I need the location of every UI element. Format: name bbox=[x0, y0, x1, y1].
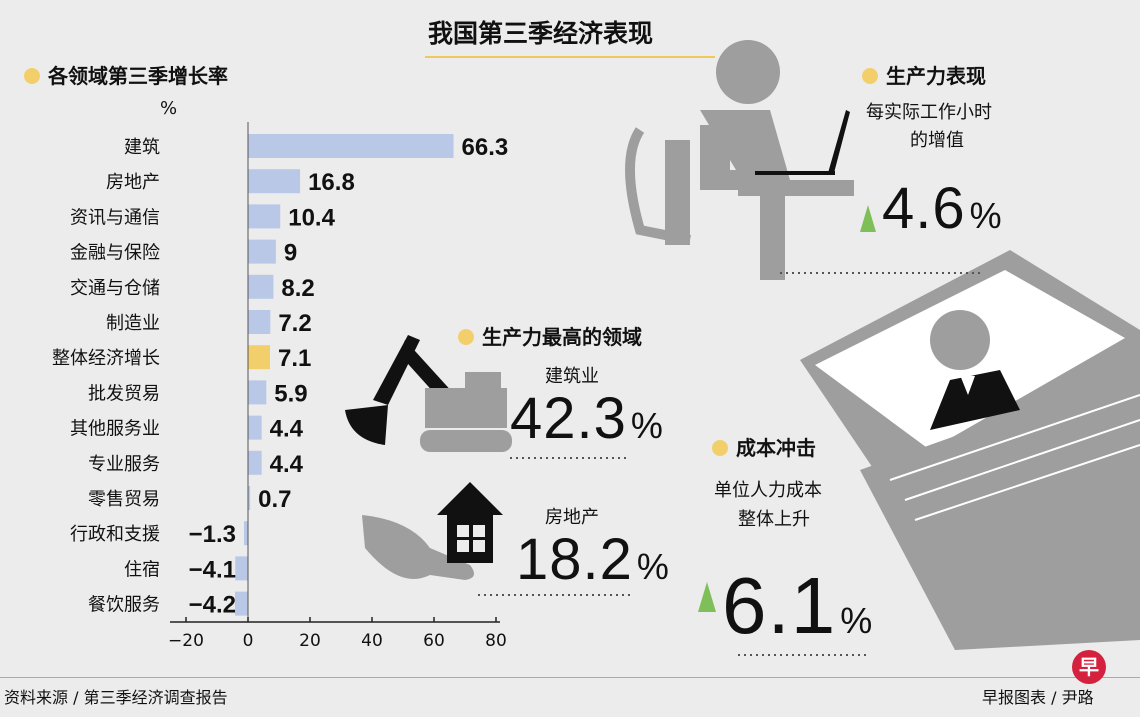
category-label: 专业服务 bbox=[88, 454, 160, 475]
top-sector-label-1: 建筑业 bbox=[545, 366, 599, 387]
credit-note: 早报图表 / 尹路 bbox=[982, 688, 1094, 707]
productivity-desc-line2: 的增值 bbox=[910, 130, 964, 151]
x-tick-label: −20 bbox=[168, 631, 204, 651]
bar bbox=[248, 134, 454, 158]
top-sector-unit-2: % bbox=[636, 546, 670, 587]
category-label: 建筑 bbox=[124, 137, 160, 158]
cost-desc-line1: 单位人力成本 bbox=[714, 480, 822, 501]
top-sector-value-1: 42.3% bbox=[510, 385, 664, 452]
cost-number: 6.1 bbox=[722, 561, 837, 650]
chart-unit: % bbox=[160, 98, 178, 119]
laptop-manager-icon bbox=[800, 250, 1140, 650]
cost-desc-line2: 整体上升 bbox=[738, 509, 810, 530]
category-label: 制造业 bbox=[106, 313, 160, 334]
value-label: 7.1 bbox=[278, 345, 311, 372]
productivity-heading: 生产力表现 bbox=[862, 60, 986, 89]
bar bbox=[248, 450, 262, 475]
value-label: 4.4 bbox=[270, 416, 304, 443]
value-label: 9 bbox=[284, 240, 297, 267]
cost-value: 6.1% bbox=[722, 560, 873, 652]
category-label: 其他服务业 bbox=[70, 419, 160, 440]
value-label: 0.7 bbox=[258, 486, 291, 513]
x-tick-label: 20 bbox=[299, 631, 321, 651]
publisher-logo: 早 bbox=[1072, 650, 1106, 684]
bar bbox=[248, 274, 274, 299]
category-label: 整体经济增长 bbox=[52, 348, 160, 369]
bar bbox=[243, 521, 248, 546]
value-label: 7.2 bbox=[278, 310, 311, 337]
x-tick-label: 40 bbox=[361, 631, 383, 651]
category-label: 金融与保险 bbox=[70, 243, 160, 264]
value-label: 10.4 bbox=[288, 204, 335, 231]
bar bbox=[248, 345, 271, 370]
chart-title: 各领域第三季增长率 bbox=[24, 60, 228, 89]
bar bbox=[248, 486, 251, 510]
value-label: 8.2 bbox=[281, 275, 314, 302]
category-label: 批发贸易 bbox=[88, 383, 160, 404]
hand-icon bbox=[362, 515, 474, 580]
value-label: 66.3 bbox=[462, 134, 509, 161]
x-tick-label: 80 bbox=[485, 631, 507, 651]
x-tick-label: 60 bbox=[423, 631, 445, 651]
category-label: 餐饮服务 bbox=[88, 595, 160, 616]
value-label: 16.8 bbox=[308, 169, 355, 196]
top-sectors-heading: 生产力最高的领域 bbox=[458, 321, 642, 350]
bar bbox=[248, 169, 301, 194]
category-label: 住宿 bbox=[124, 559, 160, 580]
bar bbox=[248, 310, 271, 334]
category-label: 房地产 bbox=[106, 172, 160, 193]
bar bbox=[248, 204, 281, 229]
cost-heading: 成本冲击 bbox=[712, 432, 816, 461]
growth-arrow-icon bbox=[698, 582, 716, 612]
category-label: 零售贸易 bbox=[88, 489, 160, 510]
top-sector-value-2: 18.2% bbox=[516, 526, 670, 593]
category-label: 行政和支援 bbox=[70, 524, 160, 545]
cost-unit: % bbox=[840, 600, 874, 641]
value-label: 5.9 bbox=[274, 380, 307, 407]
worker-at-laptop-icon bbox=[625, 40, 854, 280]
bar bbox=[248, 239, 276, 264]
value-label: −4.2 bbox=[189, 592, 236, 619]
bar bbox=[248, 380, 267, 405]
productivity-value: 4.6% bbox=[882, 175, 1003, 242]
bar bbox=[235, 556, 248, 581]
page-title: 我国第三季经济表现 bbox=[428, 19, 654, 48]
productivity-number: 4.6 bbox=[882, 176, 966, 241]
productivity-unit: % bbox=[969, 195, 1003, 236]
productivity-desc-line1: 每实际工作小时 bbox=[866, 102, 992, 123]
growth-arrow-icon bbox=[860, 205, 876, 232]
value-label: −1.3 bbox=[189, 521, 236, 548]
category-label: 交通与仓储 bbox=[70, 278, 160, 299]
excavator-icon bbox=[345, 335, 512, 452]
value-label: 4.4 bbox=[270, 451, 304, 478]
title-underline bbox=[425, 56, 715, 58]
bar bbox=[248, 415, 262, 440]
footer-rule bbox=[0, 677, 1140, 678]
house-icon bbox=[437, 482, 503, 563]
top-sector-label-2: 房地产 bbox=[545, 507, 599, 528]
category-label: 资讯与通信 bbox=[70, 207, 160, 228]
top-sector-number-1: 42.3 bbox=[510, 386, 627, 451]
top-sector-number-2: 18.2 bbox=[516, 527, 633, 592]
top-sector-unit-1: % bbox=[630, 405, 664, 446]
source-note: 资料来源 / 第三季经济调查报告 bbox=[4, 688, 228, 707]
x-tick-label: 0 bbox=[243, 631, 254, 651]
bar bbox=[234, 591, 248, 616]
value-label: −4.1 bbox=[189, 556, 236, 583]
